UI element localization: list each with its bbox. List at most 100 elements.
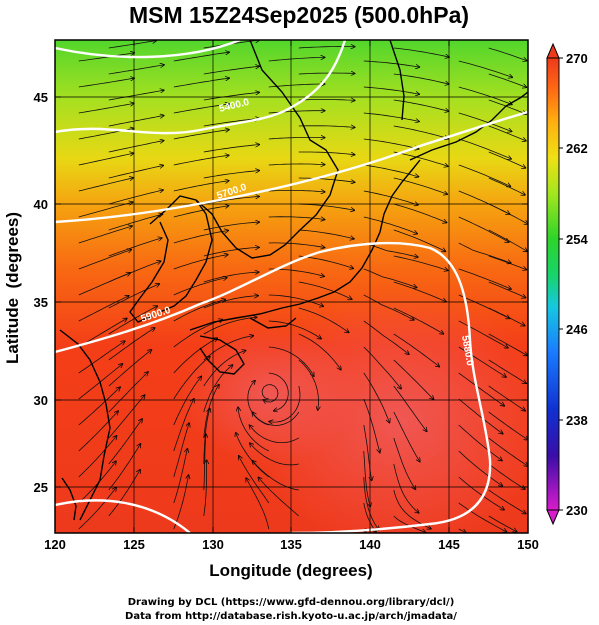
streamline xyxy=(249,425,299,443)
streamline xyxy=(363,294,414,320)
streamline xyxy=(173,231,229,244)
streamline xyxy=(393,307,444,334)
streamline xyxy=(458,164,511,186)
streamline xyxy=(173,475,189,530)
y-tick-30: 30 xyxy=(34,393,48,408)
streamline xyxy=(78,436,117,478)
streamline xyxy=(247,381,269,426)
streamline xyxy=(488,177,525,195)
streamline xyxy=(488,229,527,251)
streamline xyxy=(173,255,228,270)
colorbar: 270 262 254 246 238 230 xyxy=(546,42,588,526)
streamline xyxy=(78,273,130,296)
streamline xyxy=(78,153,134,166)
coastlines xyxy=(59,40,528,521)
streamline xyxy=(363,112,419,122)
streamline xyxy=(268,190,325,192)
streamline xyxy=(298,307,349,333)
streamline xyxy=(108,41,156,49)
streamline xyxy=(78,341,125,374)
y-axis-label: Latitude (degrees) xyxy=(3,212,22,364)
streamline xyxy=(488,489,526,514)
streamline xyxy=(363,86,420,94)
china-coast xyxy=(59,329,111,521)
streamline xyxy=(108,116,164,127)
streamline xyxy=(78,78,134,88)
streamline xyxy=(298,47,355,49)
contour-5400 xyxy=(55,40,241,59)
x-tick-125: 125 xyxy=(123,537,145,552)
streamline xyxy=(488,281,526,298)
wind-streamlines xyxy=(78,40,528,532)
continent-coast xyxy=(149,40,339,259)
height-contours xyxy=(55,40,528,533)
streamline xyxy=(488,203,528,224)
streamline xyxy=(78,487,116,530)
korea-coast-west xyxy=(129,221,169,323)
x-tick-labels: 120 125 130 135 140 145 150 xyxy=(44,537,539,552)
streamline xyxy=(488,255,527,270)
streamline xyxy=(458,320,508,348)
colorbar-label-270: 270 xyxy=(566,51,588,66)
streamline xyxy=(458,268,511,289)
streamline xyxy=(458,346,506,377)
streamline xyxy=(363,476,379,530)
streamline xyxy=(173,155,229,166)
streamline xyxy=(108,238,162,257)
colorbar-label-238: 238 xyxy=(566,413,588,428)
streamline xyxy=(268,84,325,88)
streamline xyxy=(78,226,132,244)
streamline xyxy=(298,229,354,239)
streamline xyxy=(250,443,299,466)
colorbar-label-246: 246 xyxy=(566,322,588,337)
streamline xyxy=(458,112,512,132)
streamline xyxy=(108,470,140,517)
credit-line-2: Data from http://database.rish.kyoto-u.a… xyxy=(125,611,457,622)
streamline xyxy=(458,372,504,406)
streamline xyxy=(458,424,502,461)
streamline xyxy=(78,364,123,400)
streamline xyxy=(458,450,503,486)
korea-coast-east xyxy=(159,199,213,313)
colorbar-label-262: 262 xyxy=(566,141,588,156)
streamline xyxy=(458,502,507,532)
streamline xyxy=(298,177,355,182)
warm-core xyxy=(180,325,360,465)
streamline xyxy=(258,477,300,517)
streamline xyxy=(363,320,409,354)
map-title: MSM 15Z24Sep2025 (500.0hPa) xyxy=(129,2,469,28)
streamline xyxy=(108,141,164,153)
streamline xyxy=(393,411,420,462)
streamline xyxy=(246,478,270,530)
streamline xyxy=(203,296,258,309)
streamline xyxy=(268,111,325,114)
streamline xyxy=(363,398,380,453)
streamline xyxy=(458,242,511,263)
streamline xyxy=(393,333,440,367)
streamline xyxy=(393,203,447,223)
x-axis-label: Longitude (degrees) xyxy=(209,561,372,580)
credit-line-1: Drawing by DCL (https://www.gfd-dennou.o… xyxy=(128,597,455,608)
streamline xyxy=(173,181,229,192)
streamline xyxy=(298,73,355,74)
streamline xyxy=(393,385,427,431)
streamline xyxy=(108,306,158,335)
streamline xyxy=(363,60,420,67)
colorbar-min-arrow xyxy=(546,509,560,526)
streamline xyxy=(78,202,133,218)
streamline xyxy=(173,320,223,348)
y-tick-labels: 45 40 35 30 25 xyxy=(34,90,48,495)
streamline xyxy=(203,317,257,335)
streamline xyxy=(363,242,418,257)
streamline xyxy=(488,385,525,411)
streamline xyxy=(363,372,390,423)
streamline xyxy=(108,395,145,439)
contour-labels: 5700.0 5900.0 5880.0 5400.0 xyxy=(140,97,476,367)
streamline xyxy=(78,387,120,426)
x-tick-145: 145 xyxy=(438,537,460,552)
x-tick-120: 120 xyxy=(44,537,66,552)
streamline xyxy=(298,281,352,299)
streamline xyxy=(108,90,164,101)
streamline xyxy=(108,214,163,231)
